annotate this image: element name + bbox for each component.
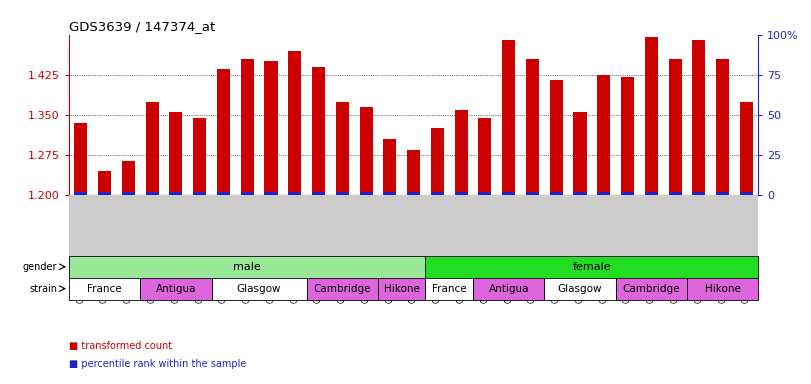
Bar	[307, 278, 378, 300]
Bar	[645, 37, 658, 195]
Bar	[169, 192, 182, 195]
Bar	[621, 192, 634, 195]
Text: Hikone: Hikone	[705, 284, 740, 294]
Bar	[98, 192, 111, 195]
Bar	[573, 113, 586, 195]
Bar	[378, 278, 426, 300]
Bar	[431, 128, 444, 195]
Bar	[478, 118, 491, 195]
Bar	[687, 278, 758, 300]
Text: gender: gender	[23, 262, 57, 272]
Text: GDS3639 / 147374_at: GDS3639 / 147374_at	[69, 20, 215, 33]
Bar	[122, 161, 135, 195]
Bar	[169, 113, 182, 195]
Bar	[407, 192, 420, 195]
Text: Glasgow: Glasgow	[558, 284, 603, 294]
Bar	[478, 192, 491, 195]
Bar	[668, 59, 681, 195]
Bar	[359, 107, 372, 195]
Bar	[597, 75, 611, 195]
Bar	[550, 80, 563, 195]
Bar	[288, 192, 302, 195]
Bar	[740, 192, 753, 195]
Bar	[98, 171, 111, 195]
Bar	[212, 278, 307, 300]
Bar	[550, 192, 563, 195]
Bar	[140, 278, 212, 300]
Bar	[502, 192, 515, 195]
Text: Glasgow: Glasgow	[237, 284, 281, 294]
Bar	[526, 59, 539, 195]
Bar	[693, 192, 706, 195]
Bar	[359, 192, 372, 195]
Bar	[217, 70, 230, 195]
Bar	[426, 256, 758, 278]
Bar	[146, 192, 159, 195]
Bar	[241, 59, 254, 195]
Text: France: France	[88, 284, 122, 294]
Bar	[645, 192, 658, 195]
Bar	[740, 102, 753, 195]
Bar	[75, 123, 88, 195]
Bar	[455, 192, 468, 195]
Bar	[384, 192, 397, 195]
Bar	[716, 59, 729, 195]
Bar	[455, 110, 468, 195]
Bar	[264, 61, 277, 195]
Text: Cambridge: Cambridge	[314, 284, 371, 294]
Bar	[716, 192, 729, 195]
Bar	[407, 150, 420, 195]
Text: Antigua: Antigua	[488, 284, 529, 294]
Bar	[69, 256, 426, 278]
Bar	[264, 192, 277, 195]
Bar	[597, 192, 611, 195]
Text: strain: strain	[29, 284, 57, 294]
Bar	[122, 192, 135, 195]
Bar	[146, 102, 159, 195]
Bar	[431, 192, 444, 195]
Bar	[69, 278, 140, 300]
Bar	[473, 278, 544, 300]
Text: male: male	[234, 262, 261, 272]
Bar	[288, 51, 302, 195]
Bar	[217, 192, 230, 195]
Text: female: female	[573, 262, 611, 272]
Bar	[693, 40, 706, 195]
Bar	[193, 192, 206, 195]
Bar	[312, 192, 325, 195]
Bar	[336, 102, 349, 195]
Bar	[75, 192, 88, 195]
Text: Antigua: Antigua	[156, 284, 196, 294]
Bar	[426, 278, 473, 300]
Bar	[502, 40, 515, 195]
Text: France: France	[432, 284, 466, 294]
Bar	[336, 192, 349, 195]
Text: ■ percentile rank within the sample: ■ percentile rank within the sample	[69, 359, 247, 369]
Bar	[384, 139, 397, 195]
Text: Hikone: Hikone	[384, 284, 419, 294]
Text: Cambridge: Cambridge	[623, 284, 680, 294]
Bar	[573, 192, 586, 195]
Bar	[544, 278, 616, 300]
Bar	[312, 67, 325, 195]
Bar	[241, 192, 254, 195]
Bar	[621, 78, 634, 195]
Bar	[616, 278, 687, 300]
Text: ■ transformed count: ■ transformed count	[69, 341, 172, 351]
Bar	[193, 118, 206, 195]
Bar	[526, 192, 539, 195]
Bar	[668, 192, 681, 195]
